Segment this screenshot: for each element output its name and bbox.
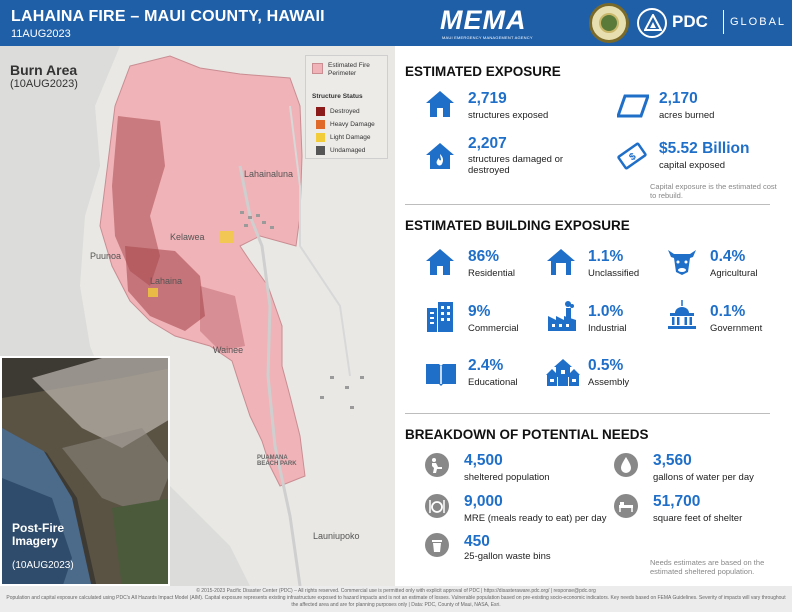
light-swatch xyxy=(316,133,325,142)
needs-waste-value: 450 xyxy=(464,533,490,550)
report-footer: © 2015-2023 Pacific Disaster Center (PDC… xyxy=(0,586,792,612)
map-legend: Estimated Fire Perimeter Structure Statu… xyxy=(305,55,388,159)
perimeter-swatch xyxy=(312,63,323,74)
building-commercial-value: 9% xyxy=(468,303,491,320)
place-lahainaluna: Lahainaluna xyxy=(244,169,294,179)
place-puunoa: Puunoa xyxy=(90,251,122,261)
pdc-global-text: GLOBAL xyxy=(730,16,787,28)
needs-water-value: 3,560 xyxy=(653,452,692,469)
factory-icon xyxy=(546,300,578,337)
logo-divider xyxy=(723,10,724,34)
building-title: ESTIMATED BUILDING EXPOSURE xyxy=(405,218,630,233)
building-industrial-value: 1.0% xyxy=(588,303,624,320)
building-government-label: Government xyxy=(710,323,763,334)
place-kelawea: Kelawea xyxy=(170,232,205,242)
capital-label: capital exposed xyxy=(659,160,726,171)
legend-status-header: Structure Status xyxy=(312,93,363,100)
heavy-swatch xyxy=(316,120,325,129)
damaged-value: 2,207 xyxy=(468,135,507,152)
needs-sheltered-label: sheltered population xyxy=(464,472,550,483)
map-title: Burn Area xyxy=(10,62,78,78)
meal-icon xyxy=(425,494,449,523)
damaged-label: structures damaged or destroyed xyxy=(468,154,564,176)
legend-undamaged: Undamaged xyxy=(330,147,366,154)
building-commercial-label: Commercial xyxy=(468,323,519,334)
county-seal-icon xyxy=(589,3,629,43)
post-fire-imagery[interactable]: Post-Fire Imagery (10AUG2023) xyxy=(0,356,170,586)
assembly-icon xyxy=(546,357,580,392)
capitol-icon xyxy=(666,300,698,335)
map-date: (10AUG2023) xyxy=(10,78,78,90)
needs-sheltered-value: 4,500 xyxy=(464,452,503,469)
svg-text:$: $ xyxy=(627,151,638,163)
needs-water-label: gallons of water per day xyxy=(653,472,754,483)
report-date: 11AUG2023 xyxy=(11,28,71,40)
legend-light: Light Damage xyxy=(330,134,371,141)
structures-exposed-value: 2,719 xyxy=(468,90,507,107)
building-unclassified-value: 1.1% xyxy=(588,248,624,265)
needs-waste-label: 25-gallon waste bins xyxy=(464,551,551,562)
house-fire-icon xyxy=(425,142,455,175)
footer-copyright: © 2015-2023 Pacific Disaster Center (PDC… xyxy=(196,588,596,594)
report-title: LAHAINA FIRE – MAUI COUNTY, HAWAII xyxy=(11,8,325,25)
place-wainee: Wainee xyxy=(213,345,244,355)
footer-methodology: Population and capital exposure calculat… xyxy=(6,595,786,608)
needs-shelter-sqft-label: square feet of shelter xyxy=(653,513,743,524)
money-icon: $ xyxy=(617,141,647,176)
house-icon xyxy=(425,248,455,281)
pdc-logo-icon xyxy=(637,8,667,38)
report-header: LAHAINA FIRE – MAUI COUNTY, HAWAII 11AUG… xyxy=(0,0,792,46)
inset-date: (10AUG2023) xyxy=(12,560,74,571)
cot-icon xyxy=(614,494,638,523)
mema-logo: MEMA MAUI EMERGENCY MANAGEMENT AGENCY xyxy=(440,5,533,40)
exposure-title: ESTIMATED EXPOSURE xyxy=(405,64,561,79)
pdc-logo-text: PDC xyxy=(672,12,708,31)
place-launiupoko: Launiupoko xyxy=(313,531,360,541)
building-government-value: 0.1% xyxy=(710,303,746,320)
building-assembly-value: 0.5% xyxy=(588,357,624,374)
building-industrial-label: Industrial xyxy=(588,323,627,334)
building-unclassified-label: Unclassified xyxy=(588,268,640,279)
structures-exposed-label: structures exposed xyxy=(468,110,549,121)
cow-icon xyxy=(666,246,698,281)
needs-mre-label: MRE (meals ready to eat) per day xyxy=(464,513,607,524)
building-educational-label: Educational xyxy=(468,377,518,388)
capital-value: $5.52 Billion xyxy=(659,140,750,157)
section-divider xyxy=(405,413,770,414)
capital-note: Capital exposure is the estimated cost t… xyxy=(650,182,777,200)
legend-perimeter: Estimated Fire Perimeter xyxy=(328,62,370,77)
needs-mre-value: 9,000 xyxy=(464,493,503,510)
legend-destroyed: Destroyed xyxy=(330,108,360,115)
info-panel: ESTIMATED EXPOSURE 2,719 structures expo… xyxy=(395,46,792,586)
building-educational-value: 2.4% xyxy=(468,357,504,374)
building-residential-value: 86% xyxy=(468,248,500,265)
acres-burned-label: acres burned xyxy=(659,110,715,121)
needs-shelter-sqft-value: 51,700 xyxy=(653,493,701,510)
trash-bin-icon xyxy=(425,533,449,562)
section-divider xyxy=(405,204,770,205)
undamaged-swatch xyxy=(316,146,325,155)
building-agricultural-label: Agricultural xyxy=(710,268,758,279)
needs-note: Needs estimates are based on the estimat… xyxy=(650,558,765,576)
building-residential-label: Residential xyxy=(468,268,515,279)
area-icon xyxy=(615,94,651,123)
place-puamana-beach-park: PUAMANA BEACH PARK xyxy=(257,455,297,467)
needs-title: BREAKDOWN OF POTENTIAL NEEDS xyxy=(405,427,649,442)
house-icon xyxy=(425,90,455,123)
building-agricultural-value: 0.4% xyxy=(710,248,746,265)
inset-title: Post-Fire Imagery xyxy=(12,521,65,548)
water-drop-icon xyxy=(614,453,638,482)
house-outline-icon xyxy=(546,248,576,281)
building-assembly-label: Assembly xyxy=(588,377,630,388)
destroyed-swatch xyxy=(316,107,325,116)
legend-heavy: Heavy Damage xyxy=(330,121,375,128)
acres-burned-value: 2,170 xyxy=(659,90,698,107)
satellite-image xyxy=(2,358,168,584)
book-icon xyxy=(425,362,457,391)
office-building-icon xyxy=(425,300,455,337)
shelter-icon xyxy=(425,453,449,482)
place-lahaina: Lahaina xyxy=(150,276,183,286)
burn-area-map[interactable]: Burn Area (10AUG2023) Lahainaluna Kelawe… xyxy=(0,46,395,586)
